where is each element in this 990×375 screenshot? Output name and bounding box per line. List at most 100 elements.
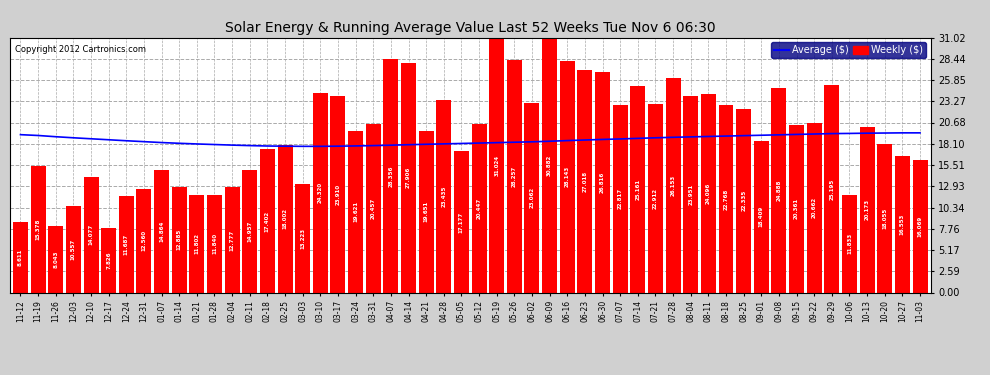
- Bar: [101, 228, 116, 292]
- Text: 14.077: 14.077: [88, 224, 93, 245]
- Bar: [543, 39, 557, 292]
- Bar: [753, 141, 769, 292]
- Text: 28.257: 28.257: [512, 166, 517, 187]
- Bar: [701, 94, 716, 292]
- Bar: [348, 131, 363, 292]
- Bar: [577, 70, 592, 292]
- Bar: [807, 123, 822, 292]
- Bar: [647, 104, 663, 292]
- Text: 25.161: 25.161: [636, 178, 641, 200]
- Text: 23.951: 23.951: [688, 183, 693, 205]
- Title: Solar Energy & Running Average Value Last 52 Weeks Tue Nov 6 06:30: Solar Energy & Running Average Value Las…: [225, 21, 716, 35]
- Text: 26.153: 26.153: [670, 174, 675, 196]
- Bar: [383, 59, 398, 292]
- Bar: [313, 93, 328, 292]
- Bar: [207, 195, 222, 292]
- Bar: [189, 195, 204, 292]
- Bar: [154, 170, 169, 292]
- Text: 11.840: 11.840: [212, 233, 217, 254]
- Text: 12.777: 12.777: [230, 230, 235, 251]
- Text: 20.447: 20.447: [476, 198, 481, 219]
- Bar: [137, 189, 151, 292]
- Text: 11.687: 11.687: [124, 234, 129, 255]
- Bar: [49, 226, 63, 292]
- Text: 14.864: 14.864: [159, 221, 164, 242]
- Text: 16.553: 16.553: [900, 214, 905, 235]
- Bar: [665, 78, 680, 292]
- Bar: [842, 195, 857, 292]
- Text: 24.096: 24.096: [706, 183, 711, 204]
- Text: 23.910: 23.910: [336, 184, 341, 205]
- Bar: [454, 151, 469, 292]
- Bar: [525, 103, 540, 292]
- Text: 23.062: 23.062: [530, 187, 535, 208]
- Text: 19.621: 19.621: [353, 201, 358, 222]
- Text: 18.055: 18.055: [882, 208, 887, 229]
- Text: 27.906: 27.906: [406, 167, 411, 188]
- Text: 12.885: 12.885: [177, 229, 182, 250]
- Text: 17.402: 17.402: [265, 210, 270, 231]
- Text: 23.435: 23.435: [442, 186, 446, 207]
- Bar: [631, 86, 645, 292]
- Bar: [437, 100, 451, 292]
- Text: 25.195: 25.195: [830, 178, 835, 200]
- Bar: [877, 144, 892, 292]
- Bar: [789, 125, 804, 292]
- Text: 20.173: 20.173: [864, 199, 869, 220]
- Text: 13.223: 13.223: [300, 228, 305, 249]
- Text: 22.912: 22.912: [653, 188, 658, 209]
- Bar: [365, 124, 381, 292]
- Text: 28.356: 28.356: [388, 165, 393, 187]
- Text: 10.557: 10.557: [71, 238, 76, 260]
- Text: 24.888: 24.888: [776, 180, 781, 201]
- Text: 22.335: 22.335: [742, 190, 746, 211]
- Text: 11.833: 11.833: [847, 233, 852, 255]
- Text: 28.143: 28.143: [564, 166, 570, 188]
- Bar: [895, 156, 910, 292]
- Bar: [825, 86, 840, 292]
- Bar: [913, 160, 928, 292]
- Bar: [31, 166, 46, 292]
- Text: Copyright 2012 Cartronics.com: Copyright 2012 Cartronics.com: [15, 45, 146, 54]
- Text: 18.002: 18.002: [282, 208, 287, 229]
- Bar: [66, 206, 81, 292]
- Text: 15.378: 15.378: [36, 219, 41, 240]
- Text: 14.957: 14.957: [248, 220, 252, 242]
- Bar: [171, 187, 187, 292]
- Text: 20.361: 20.361: [794, 198, 799, 219]
- Text: 17.177: 17.177: [459, 211, 464, 232]
- Bar: [331, 96, 346, 292]
- Bar: [119, 196, 134, 292]
- Text: 31.024: 31.024: [494, 154, 499, 176]
- Bar: [489, 38, 504, 292]
- Bar: [295, 184, 310, 292]
- Bar: [225, 188, 240, 292]
- Bar: [595, 72, 610, 292]
- Legend: Average ($), Weekly ($): Average ($), Weekly ($): [771, 42, 926, 58]
- Text: 12.560: 12.560: [142, 230, 147, 252]
- Bar: [859, 127, 874, 292]
- Bar: [83, 177, 99, 292]
- Bar: [13, 222, 28, 292]
- Bar: [471, 124, 486, 292]
- Bar: [277, 144, 293, 292]
- Bar: [401, 63, 416, 292]
- Text: 18.409: 18.409: [758, 206, 763, 228]
- Text: 24.320: 24.320: [318, 182, 323, 203]
- Text: 11.802: 11.802: [194, 234, 199, 255]
- Text: 19.651: 19.651: [424, 201, 429, 222]
- Bar: [737, 109, 751, 292]
- Bar: [260, 150, 275, 292]
- Text: 16.069: 16.069: [918, 216, 923, 237]
- Text: 20.662: 20.662: [812, 197, 817, 218]
- Bar: [419, 131, 434, 292]
- Text: 22.768: 22.768: [724, 188, 729, 210]
- Text: 7.826: 7.826: [106, 252, 111, 269]
- Bar: [507, 60, 522, 292]
- Text: 22.817: 22.817: [618, 188, 623, 209]
- Bar: [719, 105, 734, 292]
- Bar: [559, 61, 575, 292]
- Bar: [243, 170, 257, 292]
- Text: 27.018: 27.018: [582, 171, 587, 192]
- Bar: [613, 105, 628, 292]
